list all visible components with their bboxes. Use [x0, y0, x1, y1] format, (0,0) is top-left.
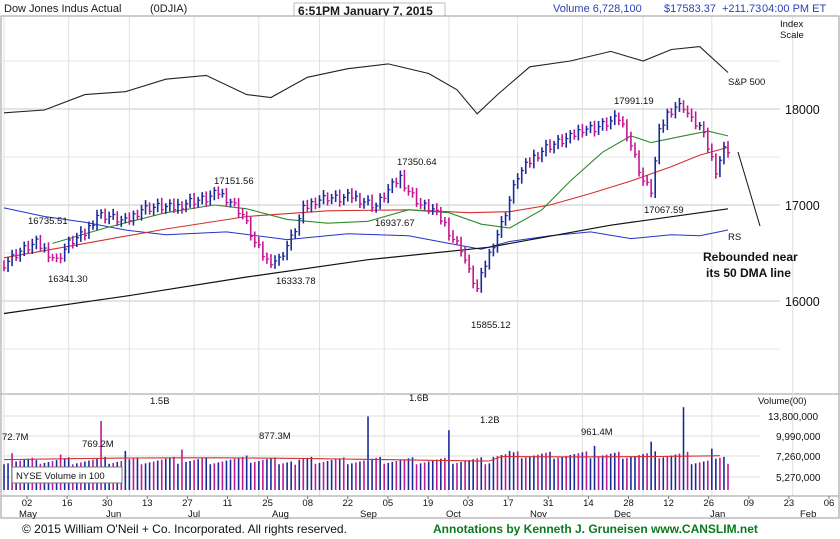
- price-tick-16000: 16000: [785, 295, 820, 309]
- rs-label: RS: [728, 232, 741, 243]
- month-label: May: [19, 509, 37, 520]
- date-tick-label: 30: [102, 498, 113, 509]
- month-label: Aug: [272, 509, 289, 520]
- price-annotation: 16937.67: [375, 218, 415, 229]
- ma200-line: [3, 208, 729, 315]
- month-label: Feb: [800, 509, 816, 520]
- volume-annotation: 961.4M: [581, 427, 613, 438]
- price-annotation: 17151.56: [214, 176, 254, 187]
- ma50-line: [52, 130, 729, 244]
- month-label: Jun: [106, 509, 121, 520]
- header-time: 6:51PM January 7, 2015: [298, 4, 433, 18]
- ma10-line: [3, 146, 729, 259]
- volume-title: Volume(00): [758, 396, 807, 407]
- date-ticks: 02 16 30 13 27 11 25 08 22 05 19 03 17 31 14 28 12 26 09 23…: [19, 496, 834, 520]
- date-tick-label: 25: [262, 498, 273, 509]
- month-label: Jan: [710, 509, 725, 520]
- volume-annotation: 769.2M: [82, 439, 114, 450]
- price-annotation: 17350.64: [397, 157, 437, 168]
- month-label: Jul: [188, 509, 200, 520]
- date-tick-label: 23: [784, 498, 795, 509]
- volume-annotation: 1.2B: [480, 415, 500, 426]
- volume-tick: 13,800,000: [768, 412, 818, 423]
- date-tick-label: 14: [583, 498, 594, 509]
- price-annotation: 17067.59: [644, 205, 684, 216]
- date-axis: [0, 495, 840, 519]
- price-grid: [1, 17, 794, 518]
- header-close-time: 04:00 PM ET: [762, 3, 826, 15]
- date-tick-label: 12: [663, 498, 674, 509]
- date-tick-label: 16: [62, 498, 73, 509]
- month-label: Sep: [360, 509, 377, 520]
- date-tick-label: 02: [22, 498, 33, 509]
- index-scale-label-1: Index: [780, 19, 803, 30]
- volume-annotation: 1.6B: [409, 393, 429, 404]
- date-tick-label: 11: [223, 498, 233, 509]
- price-bars: [3, 97, 731, 293]
- month-label: Oct: [446, 509, 461, 520]
- date-tick-label: 22: [343, 498, 354, 509]
- header-volume: Volume 6,728,100: [553, 3, 642, 15]
- volume-tick: 9,990,000: [776, 432, 821, 443]
- date-tick-label: 19: [423, 498, 434, 509]
- price-annotation: 16341.30: [48, 274, 88, 285]
- price-tick-17000: 17000: [785, 199, 820, 213]
- header-price: $17583.37: [664, 3, 716, 15]
- date-tick-label: 28: [623, 498, 634, 509]
- date-tick-label: 08: [302, 498, 313, 509]
- index-symbol: (0DJIA): [150, 3, 187, 15]
- price-tick-18000: 18000: [785, 103, 820, 117]
- volume-tick: 5,270,000: [776, 473, 821, 484]
- date-tick-label: 09: [744, 498, 755, 509]
- copyright-text: © 2015 William O'Neil + Co. Incorporated…: [22, 522, 347, 536]
- callout-arrow: [737, 151, 761, 227]
- volume-tick: 7,260,000: [776, 452, 821, 463]
- date-tick-label: 26: [703, 498, 714, 509]
- rs-line: [3, 207, 729, 250]
- header-change: +211.73: [722, 3, 761, 15]
- nyse-volume-box: [11, 466, 123, 484]
- month-label: Dec: [614, 509, 631, 520]
- volume-annotation: 72.7M: [2, 432, 28, 443]
- sp500-line: [3, 46, 729, 115]
- volume-average-line: [3, 455, 720, 462]
- date-tick-label: 03: [463, 498, 474, 509]
- callout-text-2: its 50 DMA line: [706, 266, 791, 280]
- date-tick-label: 31: [543, 498, 554, 509]
- month-label: Nov: [530, 509, 547, 520]
- price-annotation: 17991.19: [614, 96, 654, 107]
- date-tick-label: 13: [142, 498, 153, 509]
- index-scale-label-2: Scale: [780, 30, 804, 41]
- price-annotation: 16735.51: [28, 216, 68, 227]
- volume-annotation: 1.5B: [150, 396, 170, 407]
- date-tick-label: 05: [383, 498, 394, 509]
- annotations-credit: Annotations by Kenneth J. Gruneisen www.…: [433, 522, 758, 536]
- callout-text-1: Rebounded near: [703, 250, 798, 264]
- date-tick-label: 27: [182, 498, 193, 509]
- price-annotation: 15855.12: [471, 320, 511, 331]
- volume-annotation: 877.3M: [259, 431, 291, 442]
- index-name: Dow Jones Indus Actual: [4, 3, 121, 15]
- date-tick-label: 17: [503, 498, 514, 509]
- nyse-volume-label: NYSE Volume in 100: [16, 471, 105, 482]
- sp500-label: S&P 500: [728, 77, 765, 88]
- price-annotation: 16333.78: [276, 276, 316, 287]
- date-tick-label: 06: [824, 498, 835, 509]
